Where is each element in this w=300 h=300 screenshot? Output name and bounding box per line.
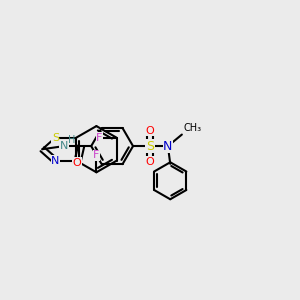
Text: S: S (52, 133, 59, 142)
Text: H: H (68, 135, 75, 145)
Text: CH₃: CH₃ (183, 123, 202, 133)
Text: N: N (51, 156, 59, 166)
Text: N: N (163, 140, 172, 153)
Text: S: S (146, 140, 154, 153)
Text: O: O (146, 126, 154, 136)
Text: O: O (146, 157, 154, 166)
Text: O: O (73, 158, 82, 168)
Text: N: N (60, 141, 68, 151)
Text: F: F (96, 133, 103, 142)
Text: F: F (93, 150, 100, 160)
